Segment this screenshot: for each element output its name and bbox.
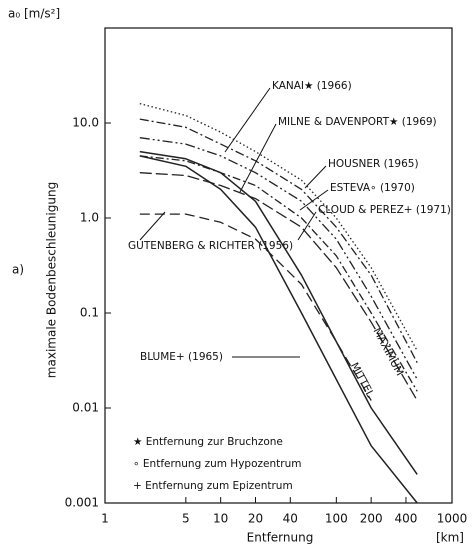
series-label: MILNE & DAVENPORT★ (1969) (278, 116, 437, 128)
x-tick-label: 5 (182, 512, 190, 526)
y-unit: a₀ [m/s²] (8, 7, 60, 21)
series-line (139, 155, 418, 392)
leader-line (304, 165, 327, 189)
x-axis-label: Entfernung (247, 531, 314, 545)
series-label: ESTEVA∘ (1970) (330, 182, 415, 194)
legend-note: + Entfernung zum Epizentrum (133, 480, 293, 492)
x-tick-label: 1000 (437, 512, 468, 526)
x-tick-label: 100 (325, 512, 348, 526)
annotation: BLUME+ (1965) (140, 351, 223, 363)
series-label: HOUSNER (1965) (328, 158, 419, 170)
series-label: MITTEL (348, 361, 376, 400)
series-label: MAXIMUM (370, 326, 405, 378)
y-tick-label: 0.01 (72, 401, 99, 415)
series-label: GUTENBERG & RICHTER (1956) (128, 240, 293, 252)
x-unit: [km] (436, 531, 464, 545)
x-tick-label: 10 (213, 512, 228, 526)
x-tick-label: 1 (101, 512, 109, 526)
series-line (139, 155, 418, 504)
leader-line (299, 189, 329, 211)
series-line (139, 172, 418, 401)
series-line (139, 102, 418, 352)
panel-label: a) (12, 263, 24, 277)
leader-line (239, 123, 277, 193)
legend-note: ★ Entfernung zur Bruchzone (133, 436, 283, 448)
leader-line (224, 87, 271, 153)
series-line (139, 118, 418, 364)
x-tick-label: 400 (395, 512, 418, 526)
series-line (139, 150, 418, 475)
plot-frame (104, 27, 453, 504)
x-tick-label: 40 (283, 512, 298, 526)
leader-line (297, 211, 317, 241)
x-tick-label: 200 (360, 512, 383, 526)
y-tick-label: 0.1 (80, 306, 99, 320)
y-tick-label: 0.001 (65, 496, 99, 510)
series-line (139, 213, 372, 401)
leader-line (139, 211, 166, 241)
y-tick-label: 1.0 (80, 211, 99, 225)
y-tick-label: 10.0 (72, 116, 99, 130)
x-tick-label: 20 (248, 512, 263, 526)
series-label: CLOUD & PEREZ+ (1971) (318, 204, 451, 216)
series-line (139, 137, 418, 380)
legend-note: ∘ Entfernung zum Hypozentrum (133, 458, 301, 470)
y-axis-label: maximale Bodenbeschleunigung (45, 182, 59, 378)
series-label: KANAI★ (1966) (272, 80, 352, 92)
